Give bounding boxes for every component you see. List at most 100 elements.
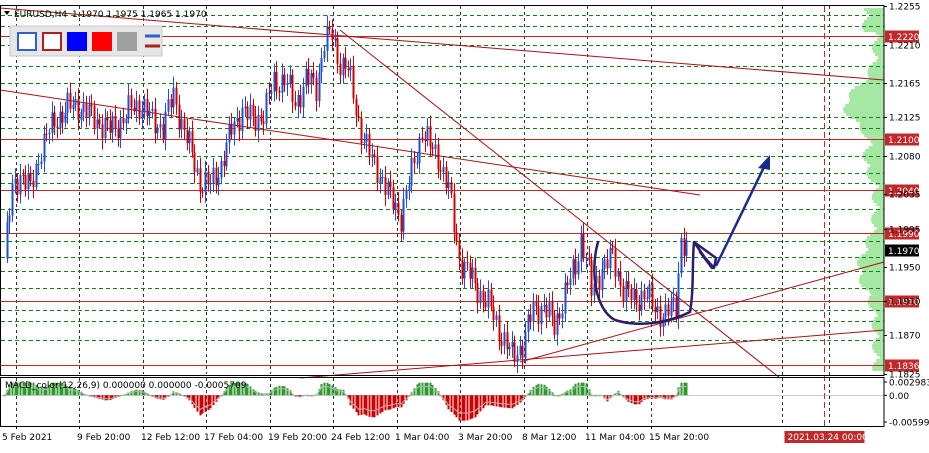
macd-histogram-bar xyxy=(223,391,226,396)
macd-histogram-bar xyxy=(328,384,331,396)
time-axis-label: 24 Feb 12:00 xyxy=(331,433,390,443)
candle-body xyxy=(138,100,141,120)
candle-body xyxy=(445,166,448,189)
swatch-white-red-border[interactable] xyxy=(42,32,62,51)
macd-histogram-bar xyxy=(450,395,453,413)
macd-histogram-bar xyxy=(667,395,670,400)
candle-body xyxy=(640,290,643,311)
forecast-arrow-line[interactable] xyxy=(714,164,767,267)
candle-body xyxy=(551,301,554,316)
macd-histogram-bar xyxy=(532,386,535,396)
volume-profile-bar xyxy=(864,287,884,290)
macd-histogram-bar xyxy=(196,395,199,412)
volume-profile-bar xyxy=(848,95,884,98)
candle-body xyxy=(606,259,609,269)
symbol-menu-icon[interactable] xyxy=(4,11,10,15)
candle-body xyxy=(294,102,297,107)
macd-histogram-bar xyxy=(273,387,276,396)
candle-body xyxy=(98,119,101,125)
macd-histogram-bar xyxy=(572,386,575,396)
volume-profile-bar xyxy=(872,368,884,371)
macd-histogram-bar xyxy=(188,395,191,401)
macd-histogram-bar xyxy=(580,382,583,396)
volume-profile-bar xyxy=(868,77,884,80)
candle-body xyxy=(53,112,56,127)
candle-body xyxy=(431,146,434,150)
macd-histogram-bar xyxy=(381,395,384,412)
trendline[interactable] xyxy=(339,29,781,379)
current-price-label: 1.1970 xyxy=(888,247,920,257)
volume-profile-bar xyxy=(870,179,884,182)
candle-body xyxy=(495,315,498,321)
volume-profile-bar xyxy=(845,113,884,116)
volume-profile-bar xyxy=(875,188,884,191)
volume-profile-bar xyxy=(878,56,884,59)
candle-body xyxy=(387,181,390,195)
candle-body xyxy=(318,72,321,102)
macd-histogram-bar xyxy=(159,395,162,400)
candle-body xyxy=(556,313,559,335)
price-tick-label: 1.2080 xyxy=(889,153,921,163)
cup-drawing[interactable] xyxy=(593,240,696,325)
volume-profile-bar xyxy=(866,17,884,20)
macd-histogram-bar xyxy=(191,395,194,405)
macd-histogram-bar xyxy=(511,395,514,409)
volume-profile-bar xyxy=(867,71,884,74)
macd-histogram-bar xyxy=(61,382,64,396)
trendline[interactable] xyxy=(0,89,701,196)
volume-profile-bar xyxy=(862,23,884,26)
macd-histogram-bar xyxy=(487,395,490,406)
volume-profile-bar xyxy=(869,164,884,167)
macd-histogram-bar xyxy=(529,390,532,396)
macd-histogram-bar xyxy=(648,395,651,399)
volume-profile-bar xyxy=(860,275,884,278)
macd-histogram-bar xyxy=(111,395,114,400)
candle-body xyxy=(627,281,630,290)
macd-histogram-bar xyxy=(545,386,548,396)
macd-histogram-bar xyxy=(474,395,477,418)
volume-profile-bar xyxy=(845,104,884,107)
level-price-label-bg xyxy=(885,133,919,146)
trendline[interactable] xyxy=(0,7,885,81)
volume-profile-bar xyxy=(862,269,884,272)
price-tick-label: 1.1870 xyxy=(889,332,921,342)
candle-body xyxy=(244,106,247,108)
handle-drawing[interactable] xyxy=(692,240,718,270)
candle-body xyxy=(543,304,546,307)
price-tick-label: 1.2165 xyxy=(889,80,921,90)
volume-profile-bar xyxy=(876,227,884,230)
candle-body xyxy=(487,289,490,308)
macd-histogram-bar xyxy=(143,391,146,396)
trendline[interactable] xyxy=(519,261,885,363)
swatch-gray[interactable] xyxy=(117,32,137,51)
candle-body xyxy=(439,169,442,172)
candle-body xyxy=(122,118,125,124)
candle-body xyxy=(69,92,72,109)
swatch-red[interactable] xyxy=(92,32,112,51)
swatch-white-blue-border[interactable] xyxy=(17,32,37,51)
volume-profile-bar xyxy=(870,140,884,143)
candle-body xyxy=(114,115,117,129)
macd-histogram-bar xyxy=(548,388,551,396)
trendline[interactable] xyxy=(299,329,885,379)
macd-histogram-bar xyxy=(164,395,167,399)
candle-body xyxy=(601,269,604,291)
swatch-blue[interactable] xyxy=(67,32,87,51)
volume-profile-bar xyxy=(876,209,884,212)
candle-body xyxy=(59,111,62,129)
macd-histogram-bar xyxy=(426,382,429,396)
volume-profile-bar xyxy=(866,245,884,248)
macd-histogram-bar xyxy=(16,382,19,396)
volume-profile-bar xyxy=(868,68,884,71)
macd-histogram-bar xyxy=(238,382,241,396)
level-price-label: 1.2100 xyxy=(888,136,920,146)
volume-profile-bar xyxy=(876,59,884,62)
macd-histogram-bar xyxy=(53,382,56,396)
candle-body xyxy=(519,345,522,356)
candle-body xyxy=(223,160,226,167)
candle-body xyxy=(421,137,424,140)
candle-body xyxy=(119,118,122,139)
candle-body xyxy=(207,171,210,185)
